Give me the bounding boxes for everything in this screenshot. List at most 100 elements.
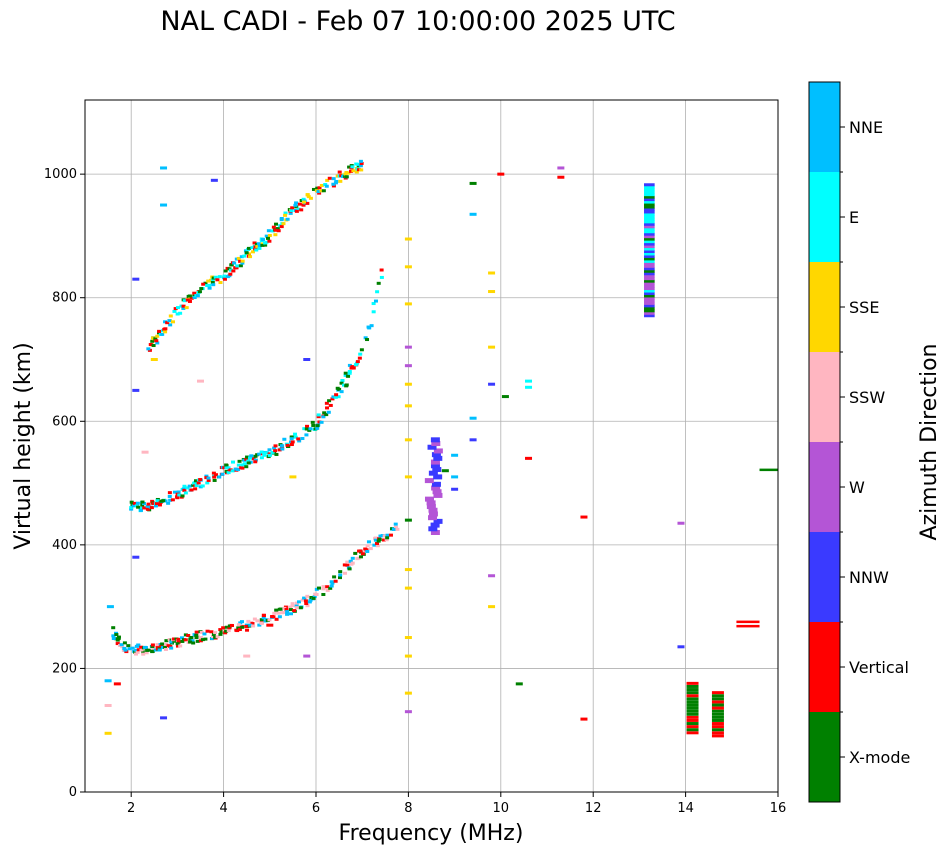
echo-point: [209, 630, 214, 634]
echo-point: [242, 462, 247, 466]
echo-point: [234, 266, 239, 270]
low-echo: [711, 715, 724, 719]
low-echo: [711, 703, 724, 707]
echo-point: [222, 277, 227, 281]
azimuth-colorbar: X-mode Vertical NNW W SSW SSE E NNE: [808, 81, 910, 803]
low-echo: [686, 694, 699, 698]
echo-point: [150, 358, 158, 361]
echo-point: [365, 338, 370, 342]
echo-point: [426, 504, 436, 510]
echo-point: [248, 456, 253, 460]
echo-point: [330, 397, 335, 401]
echo-point: [135, 501, 140, 505]
echo-point: [311, 423, 316, 427]
echo-point: [220, 472, 225, 476]
echo-point: [317, 191, 322, 195]
echo-point: [259, 621, 264, 625]
echo-point: [290, 602, 295, 606]
echo-point: [177, 493, 182, 497]
chart-title: NAL CADI - Feb 07 10:00:00 2025 UTC: [160, 6, 676, 37]
echo-point: [353, 363, 358, 367]
echo-point: [358, 555, 363, 559]
echo-point: [211, 276, 216, 280]
echo-point: [288, 608, 293, 612]
y-tick-label: 0: [69, 785, 77, 800]
interference-band: [644, 277, 655, 281]
echo-point: [131, 504, 136, 508]
echo-point: [181, 487, 186, 491]
echo-point: [343, 371, 348, 375]
echo-point: [319, 189, 324, 193]
echo-point: [346, 171, 351, 175]
echo-point: [337, 170, 342, 174]
echo-point: [215, 635, 220, 639]
echo-point: [344, 175, 349, 179]
echo-point: [377, 538, 382, 542]
echo-point: [160, 716, 168, 720]
low-echo: [711, 725, 724, 729]
echo-point: [191, 483, 196, 487]
echo-point: [157, 648, 162, 652]
echo-point: [197, 290, 202, 294]
echo-point: [404, 654, 412, 658]
echo-point: [277, 448, 282, 452]
echo-point: [347, 370, 352, 374]
echo-point: [265, 236, 270, 240]
echo-point: [167, 319, 172, 323]
low-echo: [686, 709, 699, 713]
colorbar-swatch: [809, 262, 840, 352]
echo-point: [122, 641, 127, 645]
echo-point: [113, 682, 121, 686]
echo-point: [190, 639, 195, 643]
echo-point: [321, 415, 326, 419]
echo-point: [169, 640, 174, 644]
interference-band: [644, 304, 655, 308]
echo-point: [385, 533, 390, 537]
echo-point: [368, 547, 373, 551]
interference-band: [644, 247, 655, 251]
echo-point: [305, 424, 310, 428]
colorbar-swatch: [809, 172, 840, 262]
echo-point: [244, 251, 249, 255]
colorbar-frame: [808, 81, 841, 803]
echo-point: [218, 628, 223, 632]
echo-point: [204, 476, 209, 480]
echo-point: [294, 604, 299, 608]
low-echo: [686, 728, 699, 732]
echo-point: [155, 643, 160, 647]
echo-point: [168, 314, 173, 318]
echo-point: [257, 623, 262, 627]
y-tick-label: 400: [52, 538, 77, 553]
echo-point: [274, 617, 279, 621]
colorbar-swatch: [809, 442, 840, 532]
echo-point: [206, 279, 211, 283]
echo-point: [245, 455, 250, 459]
echo-point: [224, 466, 229, 470]
echo-point: [371, 302, 376, 306]
low-echo: [711, 728, 724, 732]
echo-point: [303, 358, 311, 361]
echo-point: [404, 438, 412, 442]
echo-point: [224, 625, 229, 629]
echo-point: [321, 189, 326, 193]
echo-point: [235, 629, 240, 633]
low-echo: [686, 731, 699, 735]
echo-point: [270, 229, 275, 233]
echo-point: [308, 598, 313, 602]
echo-point: [206, 476, 211, 480]
echo-point: [353, 551, 358, 555]
y-tick-label: 800: [52, 291, 77, 306]
echo-point: [201, 282, 206, 286]
echo-point: [240, 466, 245, 470]
echo-point: [317, 186, 322, 190]
echo-point: [321, 592, 326, 596]
echo-point: [150, 499, 155, 503]
echo-point: [388, 533, 393, 537]
echo-point: [319, 420, 324, 424]
echo-point: [210, 178, 218, 182]
echo-point: [317, 420, 322, 424]
echo-point: [469, 181, 477, 185]
echo-point: [339, 390, 344, 394]
echo-point: [141, 652, 146, 656]
echo-point: [256, 242, 261, 246]
